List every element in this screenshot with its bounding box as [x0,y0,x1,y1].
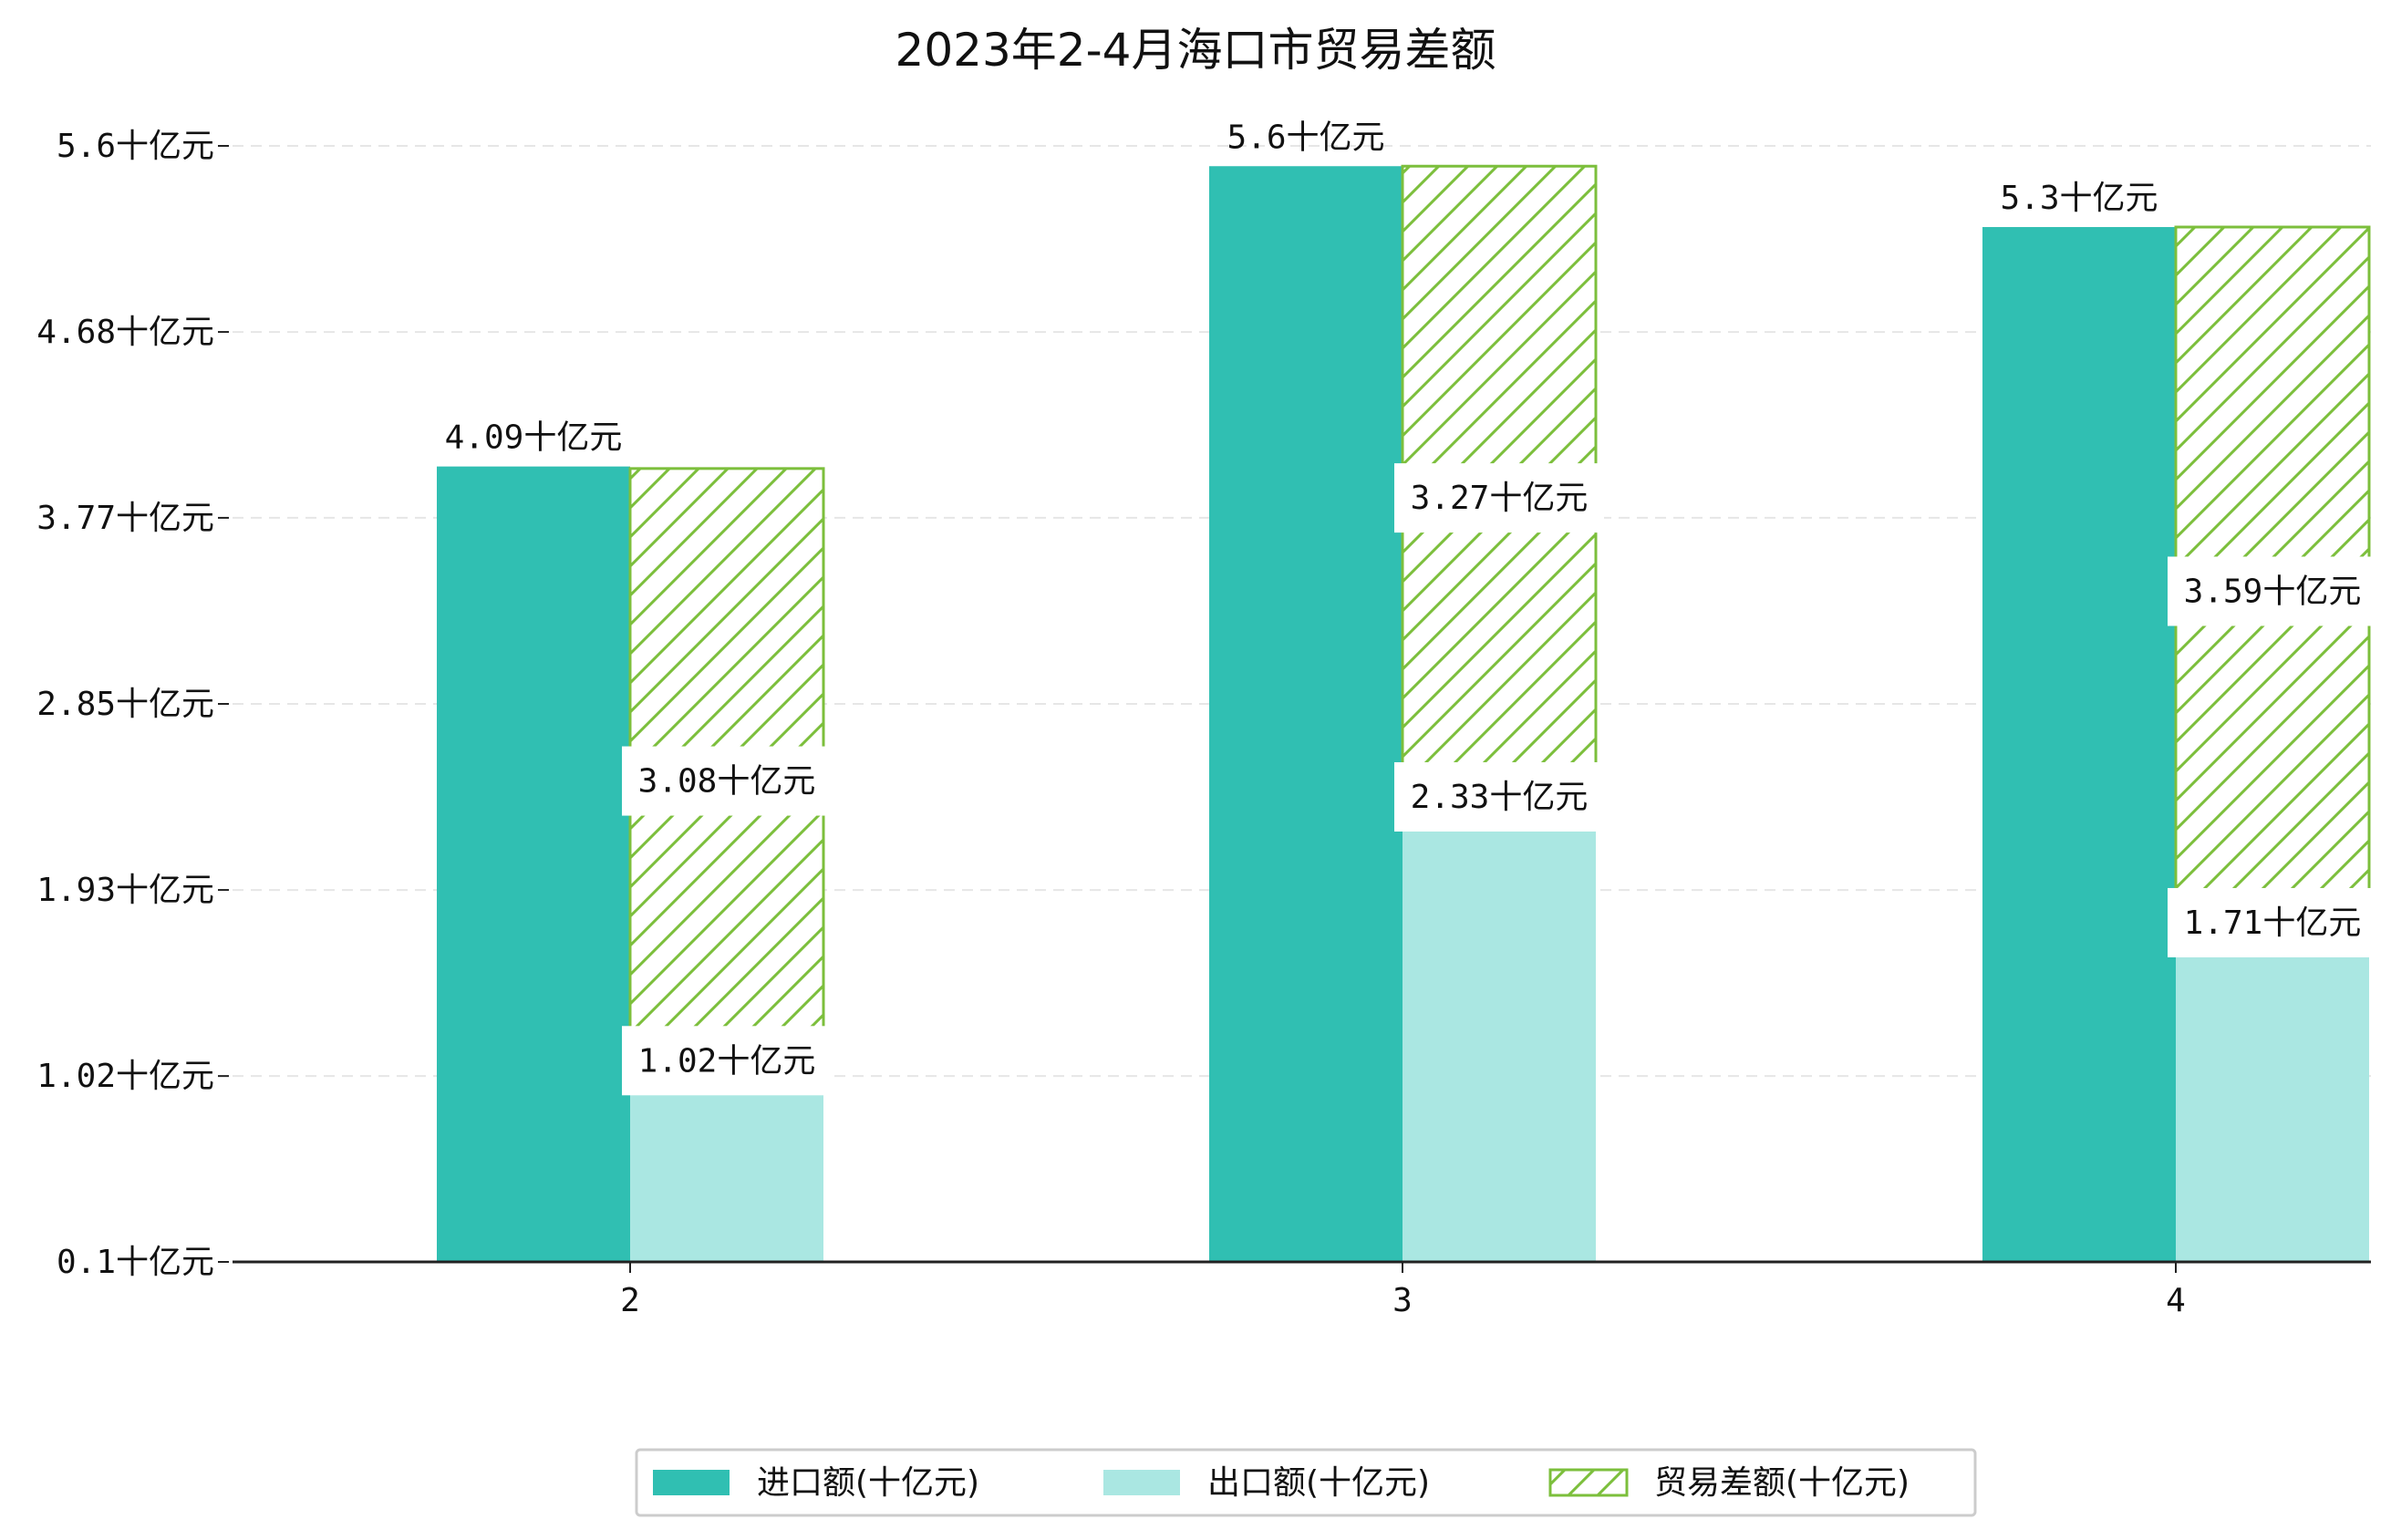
bar-layer [437,164,2371,1263]
legend-box [635,1448,1977,1517]
x-tick-label: 3 [1392,1282,1413,1319]
balance-value-label: 3.59十亿元 [2184,573,2362,610]
value-label-box [622,1026,832,1096]
export-bar [1403,829,1596,1262]
value-label-box [2168,556,2377,626]
export-value-label: 1.71十亿元 [2184,904,2362,942]
legend: 进口额(十亿元) 出口额(十亿元) 贸易差额(十亿元) [635,1448,1977,1517]
import-bar [437,466,630,1262]
balance-value-label: 3.08十亿元 [638,763,816,801]
export-value-label: 1.02十亿元 [638,1042,816,1080]
value-label-box [1394,761,1604,832]
y-tick-label: 1.02十亿元 [36,1058,214,1095]
axis-layer: 0.1十亿元 1.02十亿元 1.93十亿元 2.85十亿元 3.77十亿元 4.68十亿… [36,128,2371,1319]
export-bar [2176,955,2369,1262]
x-tick-label: 4 [2166,1282,2186,1319]
value-label-box [1394,463,1604,533]
legend-swatch [1548,1468,1629,1497]
import-bar [1982,227,2176,1262]
y-tick-label: 4.68十亿元 [36,314,214,351]
chart-title: 2023年2-4月海口市贸易差额 [895,24,1496,77]
import-value-label: 4.09十亿元 [445,419,623,457]
y-tick-label: 1.93十亿元 [36,872,214,909]
import-bar [1209,166,1403,1263]
legend-item-export: 出口额(十亿元) [1207,1464,1430,1502]
y-tick-label: 0.1十亿元 [57,1244,214,1281]
legend-item-import: 进口额(十亿元) [757,1464,979,1502]
label-layer: 4.09十亿元 5.6十亿元 5.3十亿元 1.02十亿元 3.08十亿元 2.33十亿元… [445,119,2377,1096]
legend-swatch [653,1470,730,1495]
export-bar [630,1093,823,1262]
balance-value-label: 3.27十亿元 [1411,480,1589,517]
import-value-label: 5.3十亿元 [2000,180,2158,217]
value-label-box [622,746,832,816]
export-value-label: 2.33十亿元 [1411,779,1589,816]
value-label-box [2168,887,2377,957]
legend-item-balance: 贸易差额(十亿元) [1654,1464,1910,1502]
y-tick-label: 3.77十亿元 [36,500,214,537]
import-value-label: 5.6十亿元 [1227,119,1384,156]
y-tick-label: 5.6十亿元 [57,128,214,165]
x-tick-label: 2 [620,1282,640,1319]
y-tick-label: 2.85十亿元 [36,686,214,723]
legend-swatch [1103,1470,1180,1495]
